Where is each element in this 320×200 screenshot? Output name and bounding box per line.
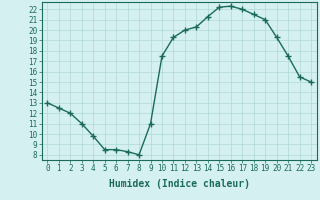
X-axis label: Humidex (Indice chaleur): Humidex (Indice chaleur) [109,179,250,189]
